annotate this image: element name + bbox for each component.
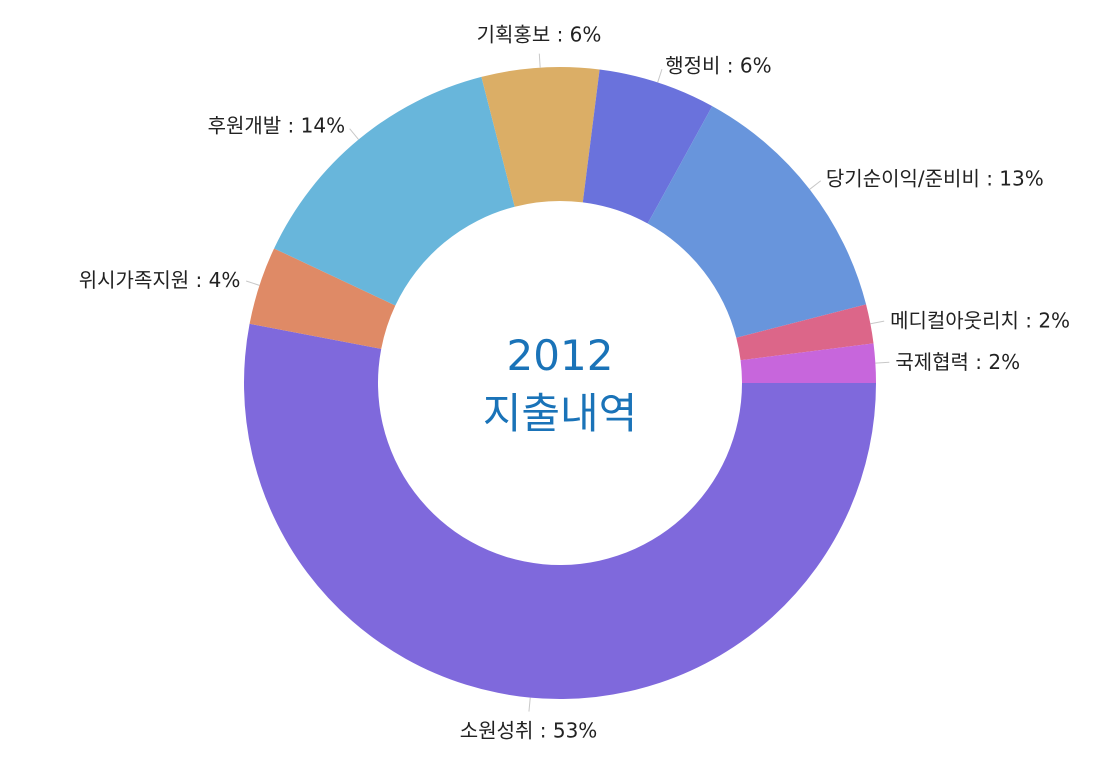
leader-lines xyxy=(245,53,890,712)
slice-2 xyxy=(274,76,515,306)
leader-line-4 xyxy=(657,68,663,83)
slice-label-6: 메디컬아웃리치 : 2% xyxy=(890,308,1070,332)
leader-line-6 xyxy=(870,320,885,325)
leader-line-2 xyxy=(349,128,359,140)
slice-labels: 소원성취 : 53% 위시가족지원 : 4% 후원개발 : 14% 기획홍보 : 6%… xyxy=(79,23,1070,743)
donut-slices xyxy=(244,67,876,700)
slice-4 xyxy=(582,69,713,224)
leader-line-1 xyxy=(245,280,260,286)
slice-label-2: 후원개발 : 14% xyxy=(208,114,346,138)
slice-7 xyxy=(740,343,876,383)
slice-label-5: 당기순이익/준비비 : 13% xyxy=(826,166,1044,190)
slice-3 xyxy=(481,67,600,207)
slice-0 xyxy=(244,323,876,700)
center-subtitle: 지출내역 xyxy=(483,389,638,438)
center-title: 2012 xyxy=(507,331,614,380)
leader-line-5 xyxy=(809,180,822,190)
slice-label-4: 행정비 : 6% xyxy=(665,53,771,77)
leader-line-0 xyxy=(528,697,531,712)
leader-line-7 xyxy=(875,361,890,364)
slice-label-7: 국제협력 : 2% xyxy=(895,350,1020,374)
slice-6 xyxy=(736,304,874,361)
slice-label-0: 소원성취 : 53% xyxy=(460,719,598,743)
slice-1 xyxy=(249,248,396,349)
slice-label-1: 위시가족지원 : 4% xyxy=(79,268,241,292)
slice-5 xyxy=(647,106,867,338)
slice-label-3: 기획홍보 : 6% xyxy=(477,23,602,47)
leader-line-3 xyxy=(538,53,541,68)
